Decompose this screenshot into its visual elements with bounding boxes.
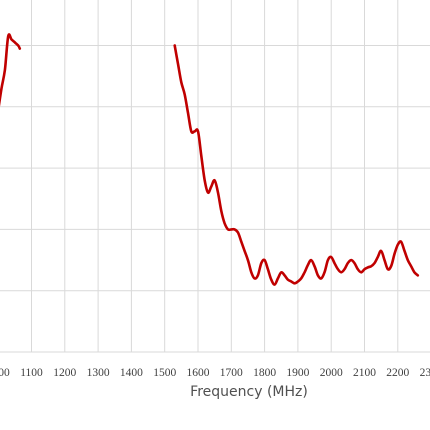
x-axis-title: Frequency (MHz) — [190, 384, 308, 400]
x-tick-label: 2000 — [320, 367, 343, 379]
series-line — [173, 44, 420, 286]
x-tick-label: 1900 — [286, 367, 309, 379]
x-tick-label: 1500 — [153, 367, 176, 379]
x-tick-label: 1600 — [187, 367, 210, 379]
chart-gridlines — [0, 0, 430, 353]
x-tick-label: 1800 — [253, 367, 276, 379]
x-tick-label: 1200 — [53, 367, 76, 379]
x-tick-label: 1100 — [20, 367, 43, 379]
x-axis-tick-labels: 1000 1100 1200 1300 1400 1500 1600 1700 1800 1900… — [0, 367, 430, 379]
x-tick-label: 1400 — [120, 367, 143, 379]
series-line — [0, 33, 22, 107]
x-tick-label: 2100 — [353, 367, 376, 379]
x-tick-label: 1000 — [0, 367, 10, 379]
x-tick-label: 1700 — [220, 367, 243, 379]
x-tick-label: 2200 — [386, 367, 409, 379]
x-tick-label: 2300 — [420, 367, 430, 379]
x-tick-label: 1300 — [87, 367, 110, 379]
chart-series-layer — [0, 33, 420, 286]
